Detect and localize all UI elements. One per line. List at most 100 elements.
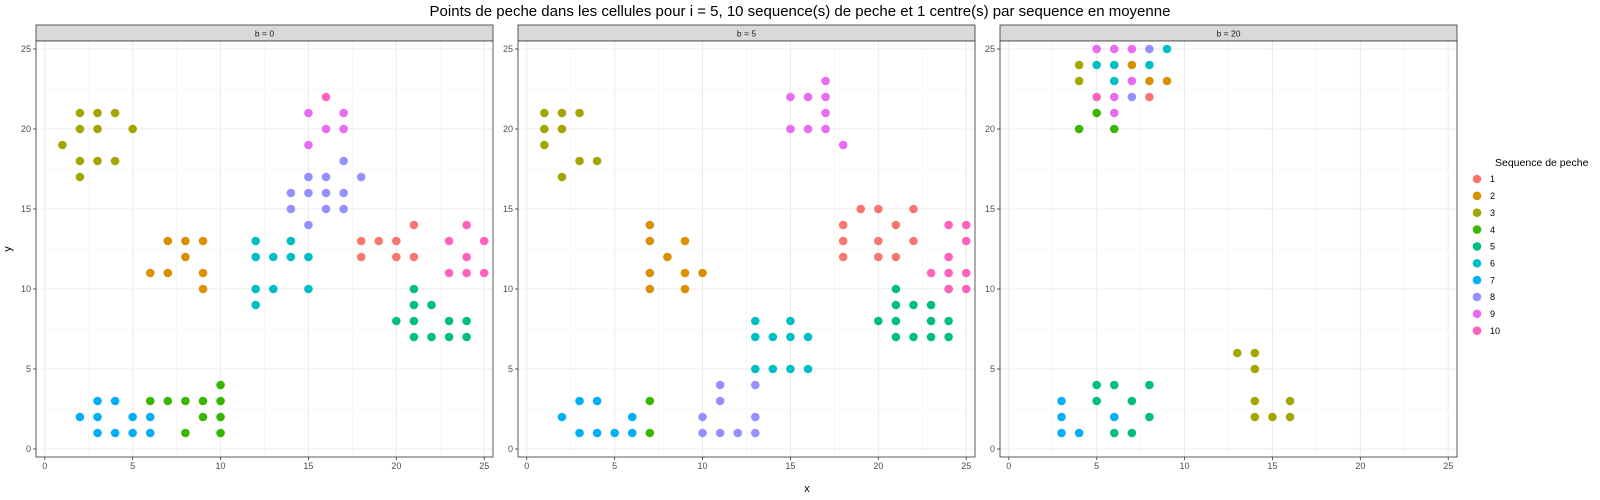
data-point	[803, 364, 813, 374]
legend-item-5: 5	[1472, 242, 1495, 252]
data-point	[698, 268, 707, 278]
data-point	[592, 428, 602, 438]
data-point	[557, 172, 567, 182]
gridlines	[36, 41, 493, 457]
data-point	[462, 268, 471, 278]
data-point	[1109, 412, 1119, 422]
series-1	[1145, 92, 1154, 102]
panel-border	[999, 40, 1458, 458]
data-point	[891, 332, 901, 342]
y-tick-label: 5	[990, 364, 995, 374]
data-point	[216, 428, 225, 438]
legend-item-8: 8	[1472, 292, 1495, 302]
data-point	[110, 428, 120, 438]
data-point	[856, 204, 866, 214]
legend-label: 3	[1490, 208, 1495, 218]
series-4	[645, 396, 655, 438]
panel-border	[517, 40, 976, 458]
data-point	[1127, 396, 1137, 406]
data-point	[1250, 412, 1260, 422]
data-point	[93, 156, 102, 166]
legend: Sequence de peche 1 2 3 4 5 6 7 8 9 10	[1472, 157, 1589, 336]
data-point	[786, 316, 795, 326]
legend-item-2: 2	[1472, 191, 1495, 201]
legend-label: 2	[1490, 191, 1495, 201]
data-point	[93, 396, 102, 406]
data-point	[286, 188, 296, 198]
data-point	[304, 252, 313, 262]
data-point	[874, 204, 883, 214]
data-point	[251, 252, 261, 262]
data-point	[944, 332, 953, 342]
data-point	[93, 108, 102, 118]
data-point	[1092, 92, 1101, 102]
data-point	[339, 124, 348, 134]
y-tick-label: 20	[985, 124, 995, 134]
data-point	[304, 140, 313, 150]
legend-item-1: 1	[1472, 174, 1495, 184]
data-point	[409, 332, 419, 342]
data-point	[75, 172, 85, 182]
data-point	[1285, 396, 1295, 406]
data-point	[1127, 428, 1137, 438]
data-point	[339, 156, 348, 166]
data-point	[891, 284, 901, 294]
data-point	[1074, 428, 1084, 438]
data-point	[304, 188, 313, 198]
data-point	[1268, 412, 1277, 422]
data-point	[339, 204, 348, 214]
y-tick-label: 15	[985, 204, 995, 214]
data-point	[803, 124, 813, 134]
data-point	[444, 236, 454, 246]
data-point	[304, 284, 313, 294]
facet-strip-label: b = 5	[737, 29, 756, 39]
data-point	[286, 236, 296, 246]
data-point	[715, 428, 725, 438]
data-point	[750, 316, 760, 326]
data-point	[321, 188, 331, 198]
x-tick-label: 10	[216, 461, 226, 471]
data-point	[698, 412, 707, 422]
y-tick-label: 25	[985, 44, 995, 54]
data-point	[251, 236, 261, 246]
data-point	[680, 236, 690, 246]
gridlines	[518, 41, 975, 457]
series-2	[1127, 60, 1172, 86]
data-point	[874, 316, 883, 326]
data-point	[93, 124, 102, 134]
x-tick-label: 10	[1180, 461, 1190, 471]
series-10	[321, 92, 489, 278]
data-point	[592, 156, 602, 166]
y-tick-label: 20	[503, 124, 513, 134]
data-point	[374, 236, 384, 246]
y-tick-label: 0	[990, 444, 995, 454]
data-point	[909, 332, 918, 342]
data-point	[181, 236, 190, 246]
data-point	[645, 284, 655, 294]
data-point	[627, 428, 637, 438]
legend-label: 1	[1490, 174, 1495, 184]
data-point	[427, 332, 436, 342]
data-point	[356, 172, 366, 182]
series-9	[1092, 44, 1137, 118]
series-8	[698, 380, 760, 438]
data-point	[392, 252, 401, 262]
legend-label: 6	[1490, 258, 1495, 268]
data-point	[163, 236, 173, 246]
series-5	[392, 284, 471, 342]
legend-label: 8	[1490, 292, 1495, 302]
data-point	[304, 220, 313, 230]
data-point	[909, 204, 918, 214]
data-point	[1127, 60, 1137, 70]
series-8	[286, 156, 366, 230]
data-point	[1092, 108, 1101, 118]
data-point	[356, 252, 366, 262]
data-point	[821, 76, 830, 86]
data-point	[821, 108, 830, 118]
y-tick-label: 25	[21, 44, 31, 54]
series-4	[145, 380, 225, 438]
data-point	[1250, 348, 1260, 358]
data-point	[1074, 60, 1084, 70]
data-point	[479, 236, 489, 246]
data-point	[768, 332, 778, 342]
